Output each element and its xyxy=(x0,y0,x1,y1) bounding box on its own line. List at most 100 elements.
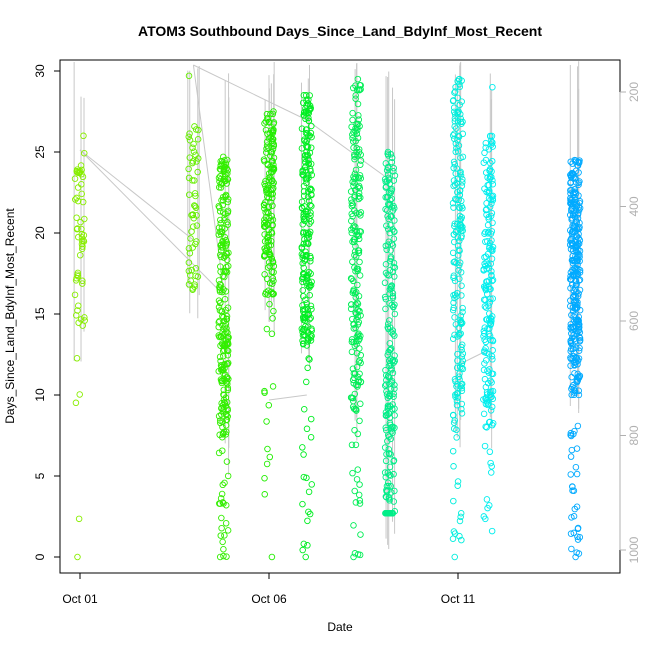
data-point xyxy=(77,218,84,226)
data-point xyxy=(385,238,392,246)
data-point xyxy=(357,312,364,319)
data-point xyxy=(73,194,80,202)
data-point xyxy=(454,234,462,241)
data-point xyxy=(486,159,494,167)
data-point xyxy=(192,272,199,280)
data-point xyxy=(221,216,228,224)
data-point xyxy=(356,497,364,504)
data-point xyxy=(485,330,493,338)
data-point xyxy=(263,275,271,283)
data-point xyxy=(390,393,397,400)
data-point xyxy=(348,348,356,356)
data-point xyxy=(269,165,276,172)
data-point xyxy=(356,417,363,425)
data-point xyxy=(221,161,228,169)
data-point xyxy=(263,149,270,156)
data-point xyxy=(307,314,314,322)
data-point xyxy=(299,278,306,286)
data-point xyxy=(217,161,225,169)
data-point xyxy=(218,377,225,385)
data-point xyxy=(571,317,578,325)
data-point xyxy=(185,133,192,141)
data-point xyxy=(354,134,362,142)
data-point xyxy=(572,175,579,182)
data-point xyxy=(218,514,225,522)
y2-tick-label: 1000 xyxy=(627,536,641,563)
data-point xyxy=(458,360,465,367)
data-point xyxy=(488,157,496,165)
data-point xyxy=(263,460,271,468)
data-point xyxy=(306,132,314,139)
data-point xyxy=(217,268,224,275)
data-point xyxy=(348,275,355,283)
data-point xyxy=(218,490,226,498)
data-point xyxy=(351,426,358,434)
data-point xyxy=(452,148,460,156)
data-point xyxy=(486,502,493,509)
data-point xyxy=(352,137,359,145)
data-point xyxy=(299,221,306,228)
data-point xyxy=(387,253,395,261)
data-point xyxy=(220,176,227,183)
data-point xyxy=(221,164,228,171)
data-point xyxy=(77,162,85,169)
data-point xyxy=(481,375,489,383)
data-point xyxy=(189,211,197,218)
data-point xyxy=(191,123,198,130)
data-point xyxy=(79,277,86,285)
data-point xyxy=(454,389,462,397)
data-point xyxy=(487,407,495,414)
data-point xyxy=(269,202,276,209)
data-point xyxy=(386,497,393,504)
data-point xyxy=(301,155,309,162)
data-point xyxy=(299,337,306,344)
data-point xyxy=(219,201,227,209)
data-point xyxy=(451,115,459,122)
data-point xyxy=(385,325,392,333)
data-point xyxy=(385,215,392,223)
data-point xyxy=(389,268,397,276)
data-point xyxy=(219,430,227,437)
data-point xyxy=(571,196,579,204)
data-point xyxy=(219,347,227,355)
data-point xyxy=(573,281,580,288)
data-point xyxy=(480,267,487,274)
data-point xyxy=(301,317,309,324)
data-point xyxy=(383,391,391,398)
data-point xyxy=(390,457,398,464)
data-point xyxy=(298,243,306,251)
data-point xyxy=(572,190,580,197)
data-point xyxy=(456,370,463,377)
data-point xyxy=(571,291,578,299)
data-point xyxy=(349,469,356,477)
data-point xyxy=(265,194,273,202)
data-point xyxy=(219,481,226,489)
data-point xyxy=(381,176,389,183)
data-point xyxy=(188,228,195,235)
data-point xyxy=(222,501,230,509)
data-point xyxy=(308,186,315,194)
data-point xyxy=(224,351,232,359)
data-point xyxy=(458,405,465,413)
data-point xyxy=(224,304,232,312)
data-point xyxy=(568,276,575,284)
data-point xyxy=(79,280,86,287)
plot-frame xyxy=(59,59,621,574)
data-point xyxy=(299,292,307,300)
data-point xyxy=(451,181,459,189)
data-point xyxy=(216,317,223,325)
data-point xyxy=(185,267,193,275)
data-point xyxy=(304,517,311,525)
data-point xyxy=(567,284,574,292)
data-point xyxy=(388,203,395,211)
data-point xyxy=(573,445,581,452)
data-point xyxy=(261,223,269,231)
data-point xyxy=(260,156,268,163)
data-point xyxy=(352,441,360,449)
data-point xyxy=(262,118,270,125)
data-point xyxy=(574,214,582,222)
data-point xyxy=(574,524,582,532)
data-point xyxy=(73,355,81,362)
data-point xyxy=(267,241,274,249)
data-point xyxy=(261,387,268,395)
